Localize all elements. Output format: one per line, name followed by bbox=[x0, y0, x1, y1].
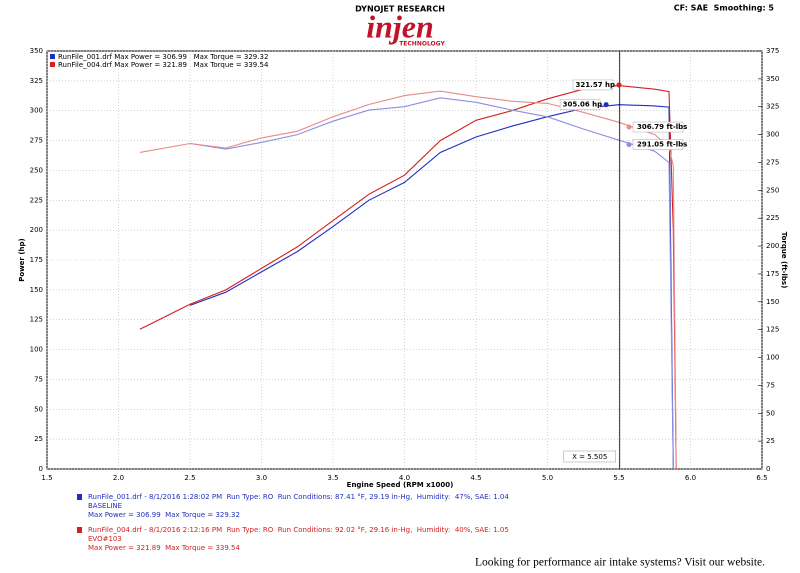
run-info: EVO#103 bbox=[88, 535, 122, 543]
y2-tick-label: 225 bbox=[766, 214, 779, 222]
y-tick-label: 125 bbox=[30, 316, 43, 324]
annotation-point bbox=[626, 142, 632, 148]
run-swatch bbox=[77, 527, 82, 533]
logo-sub: TECHNOLOGY bbox=[399, 41, 445, 48]
annotation-box bbox=[632, 121, 684, 133]
run-swatch bbox=[77, 494, 82, 500]
x-tick-label: 1.5 bbox=[41, 474, 52, 482]
annotation-label: 306.79 ft-lbs bbox=[637, 123, 687, 131]
annotation-box bbox=[632, 139, 684, 150]
y2-axis-label: Torque (ft-lbs) bbox=[780, 232, 788, 289]
x-tick-label: 5.5 bbox=[613, 474, 624, 482]
legend-swatch bbox=[50, 62, 55, 67]
x-tick-label: 6.0 bbox=[685, 474, 696, 482]
annotation-point bbox=[616, 82, 622, 88]
annotation-box bbox=[572, 79, 614, 91]
y-axis-label: Power (hp) bbox=[18, 238, 26, 281]
legend-entry: RunFile_004.drf Max Power = 321.89 Max T… bbox=[58, 61, 269, 69]
footer: Looking for performance air intake syste… bbox=[475, 557, 765, 569]
y2-tick-label: 300 bbox=[766, 131, 779, 139]
annotation-point bbox=[626, 124, 632, 130]
y-tick-label: 150 bbox=[30, 286, 43, 294]
brand: DYNOJET RESEARCH bbox=[355, 5, 445, 14]
y2-tick-label: 325 bbox=[766, 103, 779, 111]
run-info: RunFile_004.drf - 8/1/2016 2:12:16 PM Ru… bbox=[88, 526, 509, 534]
logo: injen bbox=[366, 8, 434, 44]
y2-tick-label: 200 bbox=[766, 242, 779, 250]
y2-tick-label: 150 bbox=[766, 298, 779, 306]
annotation-point bbox=[603, 102, 609, 108]
x-tick-label: 3.0 bbox=[256, 474, 267, 482]
y-tick-label: 25 bbox=[34, 435, 43, 443]
y-tick-label: 250 bbox=[30, 166, 43, 174]
y2-tick-label: 250 bbox=[766, 186, 779, 194]
y2-tick-label: 375 bbox=[766, 47, 779, 55]
y-tick-label: 175 bbox=[30, 256, 43, 264]
y2-tick-label: 100 bbox=[766, 354, 779, 362]
line-series bbox=[139, 85, 677, 470]
y2-tick-label: 125 bbox=[766, 326, 779, 334]
y-tick-label: 275 bbox=[30, 137, 43, 145]
y-tick-label: 100 bbox=[30, 346, 43, 354]
legend-swatch bbox=[50, 54, 55, 59]
y-tick-label: 350 bbox=[30, 47, 43, 55]
y-tick-label: 0 bbox=[39, 465, 43, 473]
y2-tick-label: 25 bbox=[766, 437, 775, 445]
cursor-label: X = 5.505 bbox=[572, 453, 607, 461]
cursor-label-box bbox=[563, 450, 616, 463]
legend-entry: RunFile_001.drf Max Power = 306.99 Max T… bbox=[58, 53, 268, 61]
run-info: Max Power = 321.89 Max Torque = 339.54 bbox=[88, 544, 240, 552]
y-tick-label: 225 bbox=[30, 196, 43, 204]
line-series bbox=[139, 90, 677, 470]
y-tick-label: 325 bbox=[30, 77, 43, 85]
x-tick-label: 5.0 bbox=[542, 474, 553, 482]
x-tick-label: 4.5 bbox=[470, 474, 481, 482]
run-info: Max Power = 306.99 Max Torque = 329.32 bbox=[88, 511, 240, 519]
line-series bbox=[189, 104, 674, 470]
x-tick-label: 6.5 bbox=[756, 474, 767, 482]
x-tick-label: 2.5 bbox=[184, 474, 195, 482]
x-tick-label: 4.0 bbox=[399, 474, 410, 482]
y2-tick-label: 175 bbox=[766, 270, 779, 278]
run-info: BASELINE bbox=[88, 502, 122, 510]
x-tick-label: 2.0 bbox=[113, 474, 124, 482]
y2-tick-label: 275 bbox=[766, 158, 779, 166]
annotation-box bbox=[559, 99, 601, 110]
y-tick-label: 200 bbox=[30, 226, 43, 234]
x-axis-label: Engine Speed (RPM x1000) bbox=[347, 481, 454, 489]
y-tick-label: 75 bbox=[34, 375, 43, 383]
run-info: RunFile_001.drf - 8/1/2016 1:28:02 PM Ru… bbox=[88, 493, 509, 501]
annotation-label: 305.06 hp bbox=[563, 101, 602, 109]
y2-tick-label: 75 bbox=[766, 381, 775, 389]
y2-tick-label: 350 bbox=[766, 75, 779, 83]
annotation-label: 291.05 ft-lbs bbox=[637, 141, 687, 149]
y-tick-label: 50 bbox=[34, 405, 43, 413]
settings: CF: SAE Smoothing: 5 bbox=[674, 4, 775, 13]
y-tick-label: 300 bbox=[30, 107, 43, 115]
x-tick-label: 3.5 bbox=[327, 474, 338, 482]
annotation-label: 321.57 hp bbox=[576, 81, 615, 89]
y2-tick-label: 0 bbox=[766, 465, 770, 473]
y2-tick-label: 50 bbox=[766, 409, 775, 417]
